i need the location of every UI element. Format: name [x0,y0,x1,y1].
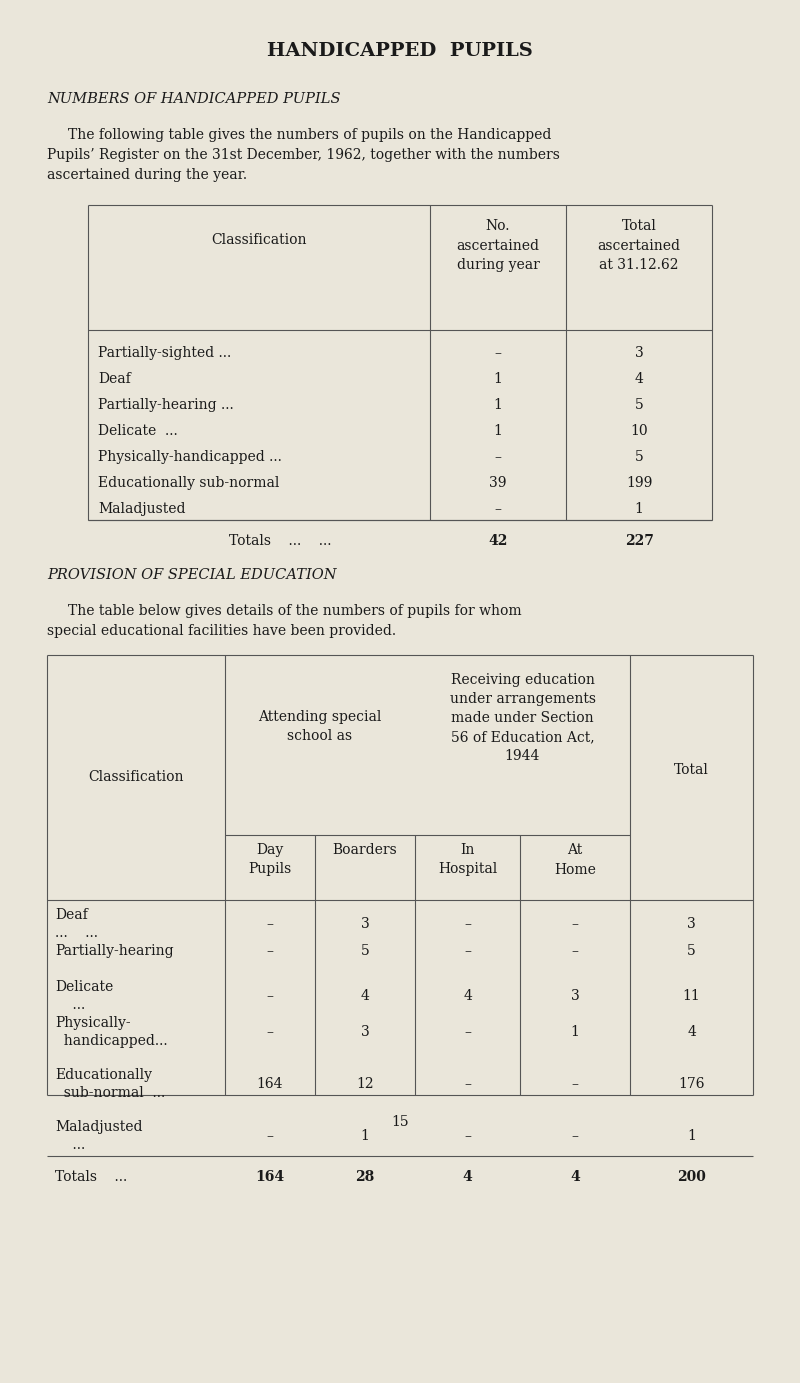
Text: Maladjusted: Maladjusted [98,502,186,516]
Text: Physically-handicapped ...: Physically-handicapped ... [98,449,282,465]
Text: 199: 199 [626,476,652,490]
Text: –: – [266,917,274,931]
Text: Physically-: Physically- [55,1017,130,1030]
Text: –: – [571,1077,578,1091]
Text: Deaf: Deaf [55,909,88,922]
Text: 42: 42 [488,534,508,548]
Text: 15: 15 [391,1115,409,1129]
Text: Maladjusted: Maladjusted [55,1120,142,1134]
Text: –: – [494,449,502,465]
Text: Partially-hearing: Partially-hearing [55,945,174,958]
Text: Pupils’ Register on the 31st December, 1962, together with the numbers: Pupils’ Register on the 31st December, 1… [47,148,560,162]
Text: No.
ascertained
during year: No. ascertained during year [457,219,539,272]
Text: Deaf: Deaf [98,372,130,386]
Text: ...: ... [55,1138,86,1152]
Text: –: – [266,1025,274,1039]
Text: 3: 3 [634,346,643,360]
Text: 3: 3 [361,1025,370,1039]
Text: Totals    ...: Totals ... [55,1170,127,1184]
Text: Boarders: Boarders [333,844,398,857]
Text: Receiving education
under arrangements
made under Section
56 of Education Act,
1: Receiving education under arrangements m… [450,674,595,763]
Text: 3: 3 [687,917,696,931]
Text: Day
Pupils: Day Pupils [248,844,292,877]
Text: 227: 227 [625,534,654,548]
Text: 4: 4 [463,989,472,1003]
Text: Delicate: Delicate [55,981,114,994]
Text: 1: 1 [361,1129,370,1142]
Text: 1: 1 [494,398,502,412]
Text: –: – [571,917,578,931]
Text: 1: 1 [634,502,643,516]
Text: 4: 4 [687,1025,696,1039]
Text: 5: 5 [687,945,696,958]
Text: –: – [266,1129,274,1142]
Text: 10: 10 [630,425,648,438]
Text: 4: 4 [634,372,643,386]
Text: 1: 1 [570,1025,579,1039]
Text: –: – [571,1129,578,1142]
Text: Attending special
school as: Attending special school as [258,709,382,744]
Text: PROVISION OF SPECIAL EDUCATION: PROVISION OF SPECIAL EDUCATION [47,568,337,582]
Text: –: – [266,989,274,1003]
Text: 39: 39 [490,476,506,490]
Text: 176: 176 [678,1077,705,1091]
Text: –: – [464,945,471,958]
Text: sub-normal  ...: sub-normal ... [55,1086,166,1099]
Text: –: – [266,945,274,958]
Text: 4: 4 [570,1170,580,1184]
Text: 5: 5 [361,945,370,958]
Text: ...: ... [55,999,86,1012]
Text: Partially-sighted ...: Partially-sighted ... [98,346,231,360]
Text: 164: 164 [255,1170,285,1184]
Text: Educationally sub-normal: Educationally sub-normal [98,476,279,490]
Text: Total: Total [674,762,709,776]
Text: 4: 4 [361,989,370,1003]
Text: ...    ...: ... ... [55,927,98,940]
Text: 11: 11 [682,989,700,1003]
Text: –: – [494,502,502,516]
Text: –: – [464,1025,471,1039]
Text: 3: 3 [570,989,579,1003]
Text: In
Hospital: In Hospital [438,844,497,877]
Text: Totals    ...    ...: Totals ... ... [229,534,331,548]
Text: Delicate  ...: Delicate ... [98,425,178,438]
Text: –: – [464,1077,471,1091]
Text: Classification: Classification [88,770,184,784]
Text: At
Home: At Home [554,844,596,877]
Text: 1: 1 [687,1129,696,1142]
Text: 5: 5 [634,449,643,465]
Text: handicapped...: handicapped... [55,1034,168,1048]
Text: NUMBERS OF HANDICAPPED PUPILS: NUMBERS OF HANDICAPPED PUPILS [47,93,341,106]
Text: –: – [464,1129,471,1142]
Text: HANDICAPPED  PUPILS: HANDICAPPED PUPILS [267,41,533,59]
Text: –: – [494,346,502,360]
Text: special educational facilities have been provided.: special educational facilities have been… [47,624,396,638]
Text: The following table gives the numbers of pupils on the Handicapped: The following table gives the numbers of… [68,129,551,142]
Text: Total
ascertained
at 31.12.62: Total ascertained at 31.12.62 [598,219,681,272]
Text: 28: 28 [355,1170,374,1184]
Text: 5: 5 [634,398,643,412]
Text: Partially-hearing ...: Partially-hearing ... [98,398,234,412]
Text: –: – [464,917,471,931]
Text: Educationally: Educationally [55,1068,152,1082]
Text: –: – [571,945,578,958]
Text: 4: 4 [462,1170,472,1184]
Text: 1: 1 [494,372,502,386]
Text: Classification: Classification [211,232,306,248]
Text: 1: 1 [494,425,502,438]
Text: The table below gives details of the numbers of pupils for whom: The table below gives details of the num… [68,604,522,618]
Text: ascertained during the year.: ascertained during the year. [47,167,247,183]
Text: 164: 164 [257,1077,283,1091]
Text: 200: 200 [677,1170,706,1184]
Text: 12: 12 [356,1077,374,1091]
Text: 3: 3 [361,917,370,931]
